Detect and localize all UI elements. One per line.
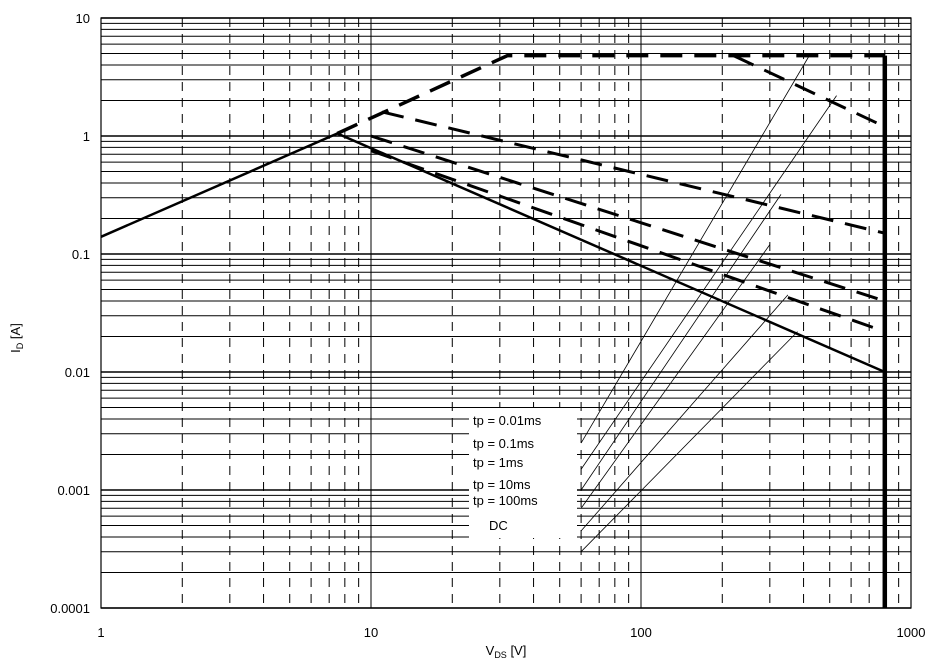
pulse-line-4	[580, 244, 771, 509]
x-axis-label-unit: [V]	[507, 643, 527, 658]
pulse-line-5	[580, 294, 789, 532]
annotation-label: tp = 10ms	[473, 477, 531, 492]
y-tick-label: 0.01	[65, 365, 90, 380]
pulse-line-6	[580, 331, 798, 552]
plot-border	[100, 17, 912, 609]
y-tick-label: 0.1	[72, 247, 90, 262]
annotation-label: tp = 1ms	[473, 455, 524, 470]
x-tick-label: 10	[364, 625, 378, 640]
soa-series-5	[370, 134, 886, 303]
x-tick-label: 1	[97, 625, 104, 640]
x-axis-label-main: V	[486, 643, 495, 658]
grid	[100, 17, 912, 609]
soa-series-6	[370, 149, 886, 334]
pulse-line-3	[580, 194, 782, 491]
y-axis-label-sub: D	[15, 342, 25, 349]
tick-labels: 1 10 100 1000 10 1 0.1 0.01 0.001 0.0001	[50, 11, 925, 640]
annotation-label: tp = 100ms	[473, 493, 538, 508]
y-tick-label: 1	[83, 129, 90, 144]
annotation-label: tp = 0.01ms	[473, 413, 542, 428]
y-tick-label: 0.001	[57, 483, 90, 498]
x-axis-label-sub: DS	[494, 650, 507, 660]
annotations-layer: tp = 0.01ms tp = 0.1ms tp = 1ms tp = 10mstp…	[469, 408, 577, 538]
y-tick-label: 10	[76, 11, 90, 26]
pulse-line-1	[580, 55, 810, 444]
soa-series-4	[381, 110, 886, 235]
annotation-label: tp = 0.1ms	[473, 436, 535, 451]
y-axis-label: ID [A]	[8, 323, 25, 353]
annotation-box	[469, 408, 577, 538]
y-axis-label-unit: [A]	[8, 323, 23, 343]
soa-series-2	[336, 53, 885, 136]
y-tick-label: 0.0001	[50, 601, 90, 616]
plot-frame	[100, 17, 912, 609]
annotation-label: DC	[489, 518, 508, 533]
soa-series-3	[732, 54, 886, 129]
pulse-line-2	[580, 95, 837, 470]
x-axis-label: VDS [V]	[486, 643, 527, 660]
y-axis-label-main: I	[8, 349, 23, 353]
pulse-lines-layer	[580, 55, 837, 552]
x-tick-label: 100	[630, 625, 652, 640]
x-tick-label: 1000	[897, 625, 926, 640]
